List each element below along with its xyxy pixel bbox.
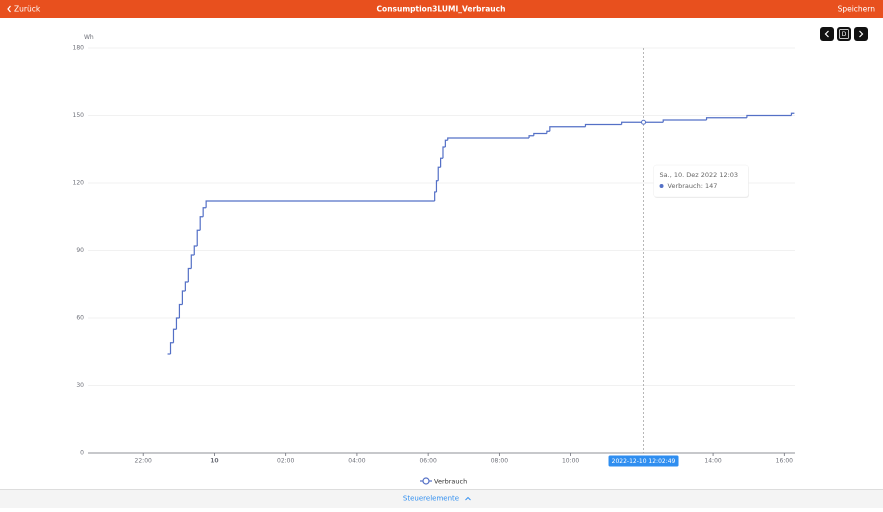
- line-segment: [549, 126, 586, 132]
- y-tick-label: 30: [76, 382, 84, 389]
- legend-label: Verbrauch: [434, 478, 467, 486]
- line-segment: [437, 166, 441, 181]
- next-button[interactable]: [854, 27, 868, 41]
- tooltip-marker: [659, 184, 664, 188]
- line-segment: [196, 229, 201, 246]
- line-segment: [184, 281, 189, 291]
- line-segment: [584, 123, 622, 127]
- pointer-label-bg: [608, 455, 679, 467]
- period-button[interactable]: [837, 27, 851, 41]
- y-tick-label: 60: [76, 315, 84, 322]
- line-segment: [440, 157, 443, 168]
- back-icon[interactable]: [7, 5, 11, 13]
- line-segment: [705, 117, 747, 120]
- next-icon: [859, 30, 864, 38]
- line-segment: [193, 245, 198, 255]
- controls-toggle[interactable]: Steuerelemente: [403, 495, 459, 503]
- x-tick-label: 10: [210, 458, 218, 465]
- x-tick-label: 08:00: [491, 458, 508, 465]
- tooltip-text: Verbrauch: 147: [668, 182, 718, 190]
- line-segment: [546, 130, 550, 134]
- page-title: Consumption3LUMI_Verbrauch: [377, 5, 506, 14]
- period-frame: [839, 29, 849, 39]
- y-tick-label: 180: [73, 45, 85, 52]
- line-segment: [442, 146, 446, 159]
- prev-icon: [824, 30, 829, 38]
- line-segment: [790, 112, 795, 116]
- line-segment: [662, 119, 707, 123]
- line-segment: [178, 303, 183, 318]
- line-segment: [202, 207, 207, 217]
- line-segment: [434, 191, 437, 201]
- line-segment: [435, 180, 439, 192]
- line-segment: [533, 132, 547, 136]
- tooltip-title: Sa., 10. Dez 2022 12:03: [660, 171, 739, 179]
- line-segment: [528, 135, 534, 138]
- tooltip: [653, 164, 749, 198]
- pointer-dot: [641, 119, 647, 125]
- line-segment: [444, 139, 448, 147]
- legend-marker: [422, 477, 430, 485]
- line-segment: [181, 290, 186, 305]
- x-tick-label: 02:00: [277, 458, 294, 465]
- y-tick-label: 90: [76, 247, 84, 254]
- save-button[interactable]: Speichern: [838, 5, 876, 14]
- footer-bar: [0, 489, 883, 508]
- x-tick-label: 14:00: [704, 458, 721, 465]
- period-label[interactable]: D: [842, 31, 847, 38]
- x-tick-label: 16:00: [776, 458, 793, 465]
- chart: Wh 0 30 60 90 120 150 180 22:00 10 02:00 04:00 06:00…: [73, 34, 795, 486]
- prev-button[interactable]: [820, 27, 834, 41]
- line-segment: [187, 267, 192, 282]
- pointer-label: 2022-12-10 12:02:49: [612, 458, 676, 465]
- toggle-icon: [465, 496, 471, 501]
- line-segment: [169, 342, 174, 354]
- header-bar: [0, 0, 883, 18]
- line-segment: [447, 137, 530, 141]
- x-tick-label: 10:00: [562, 458, 579, 465]
- x-tick-label: 04:00: [348, 458, 365, 465]
- y-unit: Wh: [84, 34, 94, 41]
- line-segment: [190, 254, 195, 269]
- line-segment: [172, 328, 177, 343]
- line-segment: [205, 200, 435, 208]
- line-segment: [746, 114, 792, 118]
- line-segment: [199, 216, 204, 231]
- line-segment: [175, 317, 180, 330]
- y-tick-label: 120: [73, 180, 85, 187]
- x-tick-label: 22:00: [135, 458, 152, 465]
- y-tick-label: 150: [73, 112, 85, 119]
- back-button[interactable]: Zurück: [14, 5, 41, 14]
- y-tick-label: 0: [80, 450, 84, 457]
- line-segment: [621, 121, 664, 125]
- x-tick-label: 06:00: [419, 458, 436, 465]
